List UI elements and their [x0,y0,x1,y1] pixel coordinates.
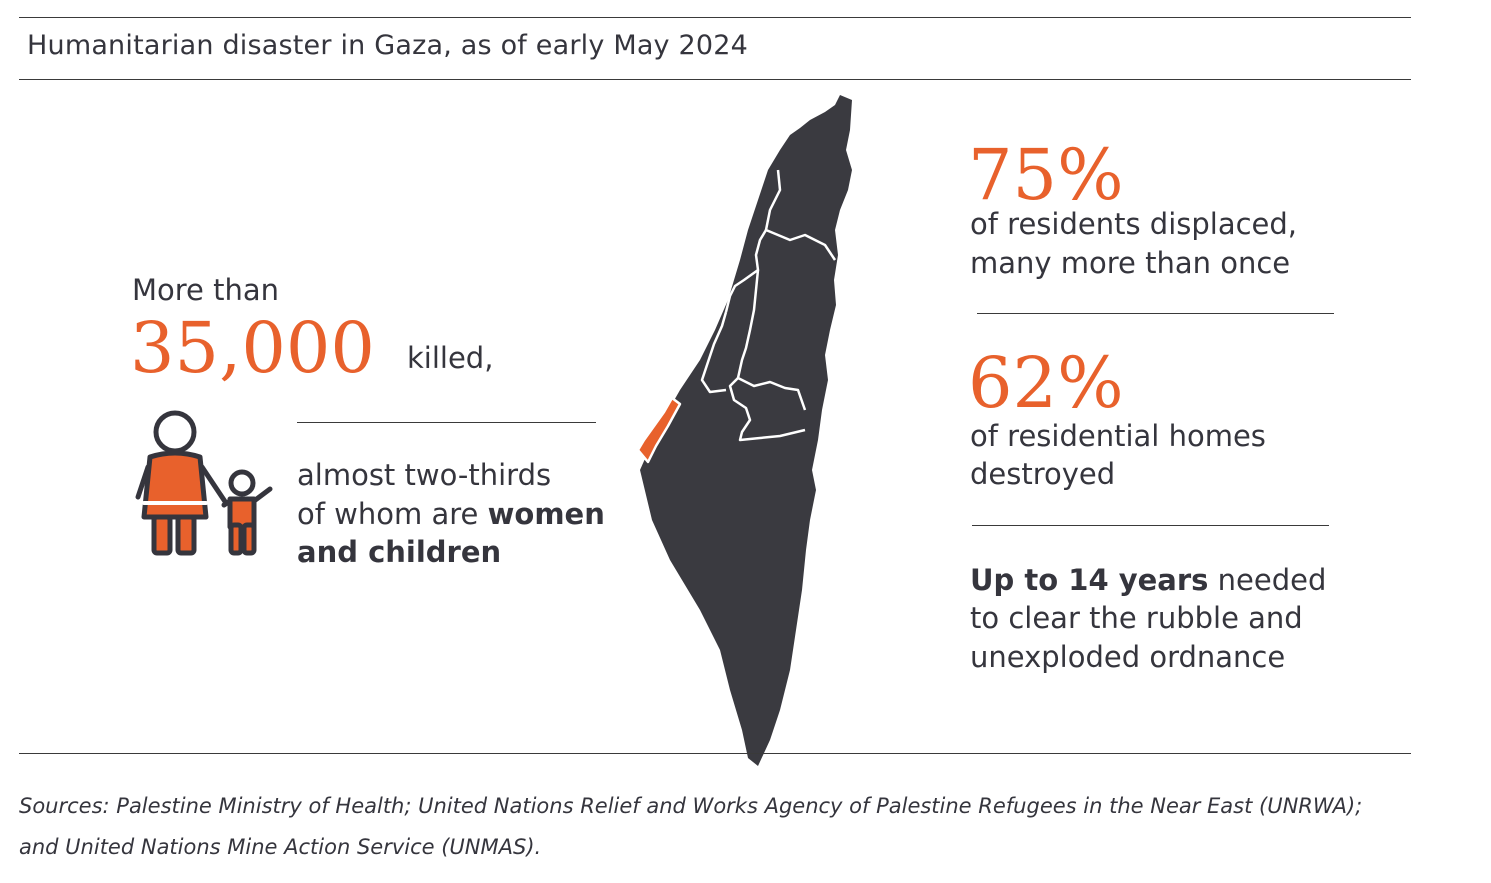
rubble-line1: Up to 14 years needed [970,561,1326,599]
killed-suffix: killed, [407,341,494,375]
rubble-line1-rest: needed [1208,563,1327,597]
displaced-percent: 75% [968,134,1124,216]
homes-percent: 62% [968,342,1124,424]
woman-child-icon [135,410,273,556]
displaced-divider [977,313,1334,314]
killed-note-line2: of whom are women [297,495,605,533]
killed-note-line3: and children [297,533,501,571]
rubble-bold: Up to 14 years [970,563,1209,597]
homes-divider [972,525,1329,526]
killed-divider [297,422,596,423]
killed-note-line1: almost two-thirds [297,458,552,492]
page-title: Humanitarian disaster in Gaza, as of ear… [27,30,749,61]
top-rule [19,17,1411,18]
displaced-line2: many more than once [970,246,1291,280]
title-rule [19,79,1411,80]
killed-note-line3-bold: and children [297,535,502,569]
homes-line1: of residential homes [970,419,1266,453]
sources-line2: and United Nations Mine Action Service (… [19,835,542,859]
gaza-strip-highlight [636,396,682,464]
killed-prefix: More than [132,273,280,307]
sources-line1: Sources: Palestine Ministry of Health; U… [19,794,1363,818]
bottom-rule [19,753,1411,754]
killed-note-line2-plain: of whom are [297,497,488,531]
rubble-line2: to clear the rubble and [970,601,1303,635]
killed-note-line2-bold: women [487,497,605,531]
killed-number: 35,000 [130,307,375,389]
homes-line2: destroyed [970,457,1116,491]
displaced-line1: of residents displaced, [970,207,1298,241]
region-map-icon [636,95,852,766]
rubble-line3: unexploded ordnance [970,640,1286,674]
sources-note: Sources: Palestine Ministry of Health; U… [19,790,1439,868]
